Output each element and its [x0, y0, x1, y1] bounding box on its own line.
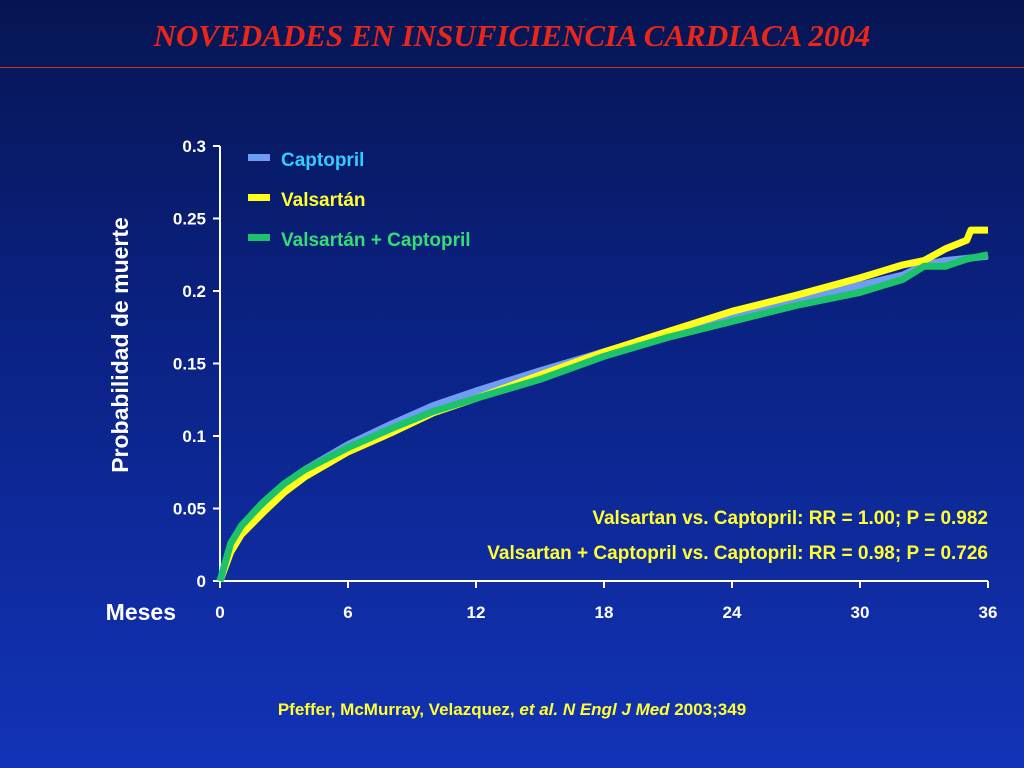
legend-label: Valsartán + Captopril [281, 230, 471, 251]
y-tick-label: 0.1 [182, 427, 206, 446]
annotation-1: Valsartan vs. Captopril: RR = 1.00; P = … [592, 508, 988, 529]
y-tick-label: 0.15 [173, 355, 206, 374]
title-divider [0, 67, 1024, 68]
x-tick-label: 36 [979, 603, 998, 622]
y-tick-label: 0.2 [182, 282, 206, 301]
y-axis-label: Probabilidad de muerte [107, 217, 133, 473]
x-tick-label: 12 [467, 603, 486, 622]
y-tick-label: 0.3 [182, 137, 206, 156]
y-tick-label: 0.05 [173, 500, 206, 519]
slide-title: NOVEDADES EN INSUFICIENCIA CARDIACA 2004 [153, 18, 871, 53]
y-tick-label: 0.25 [173, 210, 206, 229]
x-tick-label: 0 [215, 603, 224, 622]
legend-swatch [248, 234, 270, 241]
x-tick-label: 24 [723, 603, 742, 622]
x-axis-label: Meses [106, 599, 176, 625]
series-line-1 [216, 226, 988, 583]
citation-authors: Pfeffer, McMurray, Velazquez, [277, 700, 520, 719]
legend-swatch [248, 194, 270, 201]
legend-swatch [248, 154, 270, 161]
citation: Pfeffer, McMurray, Velazquez, et al. N E… [0, 700, 1024, 720]
x-tick-label: 18 [595, 603, 614, 622]
citation-year: 2003;349 [669, 700, 747, 719]
x-tick-label: 6 [343, 603, 352, 622]
y-tick-label: 0 [197, 572, 206, 591]
series-line-0 [216, 252, 989, 582]
citation-journal: et al. N Engl J Med [519, 700, 670, 719]
series-line-2 [216, 251, 989, 582]
x-tick-label: 30 [851, 603, 870, 622]
annotation-2: Valsartan + Captopril vs. Captopril: RR … [487, 543, 988, 564]
legend-label: Captopril [281, 150, 364, 171]
legend-label: Valsartán [281, 190, 366, 211]
